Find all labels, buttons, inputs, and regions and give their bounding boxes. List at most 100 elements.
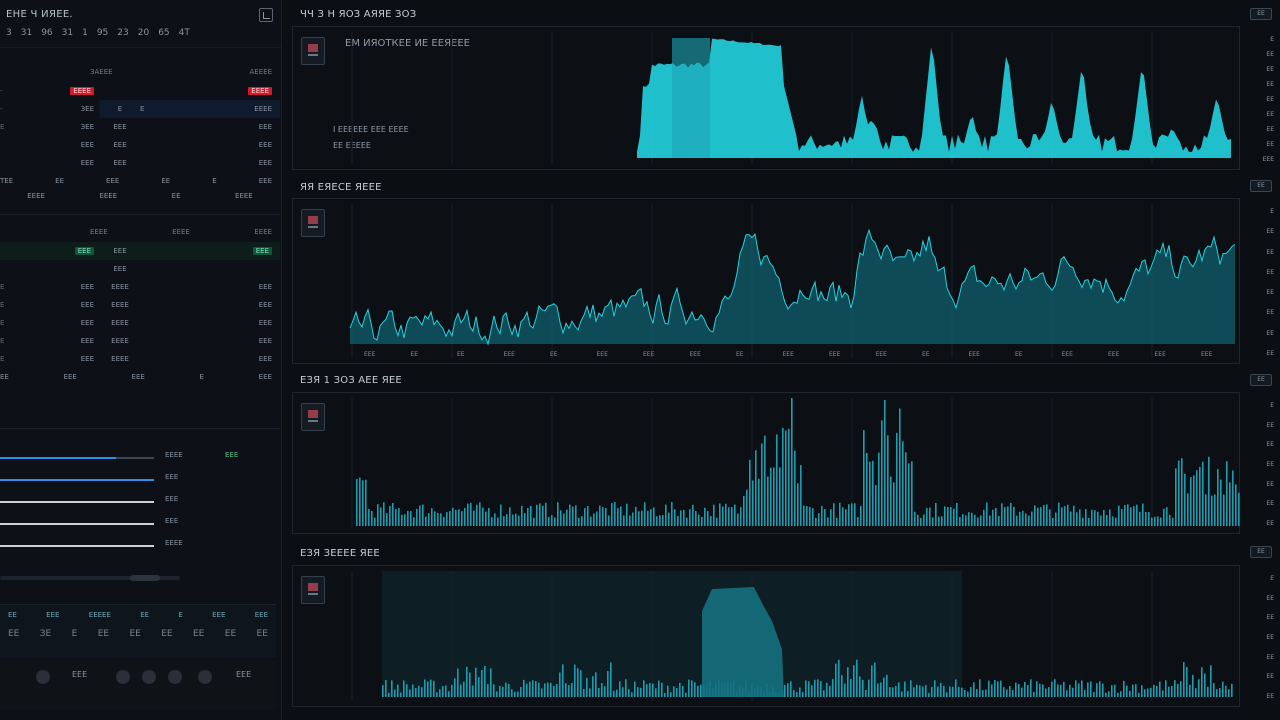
slider-track[interactable] [0,523,154,525]
tile-value[interactable]: ЕЕ [224,629,237,639]
control-knob[interactable] [168,670,182,684]
activity-bar [365,479,367,526]
row-cell: ЕЕЕЕ [111,301,129,309]
slider-track[interactable] [0,545,154,547]
slider[interactable]: ЕЕЕЕ [0,536,280,556]
activity-bar [359,477,361,526]
tile-value[interactable]: ЕЕ [97,629,110,639]
activity-bar [860,505,862,526]
activity-bar [1010,502,1012,526]
activity-bar [710,515,712,526]
activity-bar [1097,511,1099,526]
depth-bar [1051,681,1053,697]
panel-3-menu-button[interactable]: ЕЕ [1250,374,1272,386]
table-row[interactable]: - ЕЕЕЕ ЕЕЕЕ [0,82,280,100]
panel-4-icon[interactable] [301,576,325,604]
depth-bar [913,687,915,697]
activity-bar [926,508,928,526]
slider-track[interactable] [0,501,154,503]
control-knob[interactable] [198,670,212,684]
tile-value[interactable]: ЕЕ [8,629,20,639]
table-row[interactable]: Е ЕЕЕ ЕЕЕЕ ЕЕЕ [0,350,280,368]
row-cell: ЕЕЕ [258,301,272,309]
slider-track[interactable] [0,457,154,459]
expand-icon[interactable] [259,8,273,22]
tile-value[interactable]: ЕЕ [129,629,141,639]
control-knob[interactable] [116,670,130,684]
tile-value[interactable]: ЕЕ [193,629,205,639]
slider-track[interactable] [0,479,154,481]
activity-bar [629,515,631,526]
activity-bar [890,476,892,526]
scroll-thumb[interactable] [130,575,160,581]
column-header[interactable]: АЕЕЕЕ [249,68,272,76]
axis-tick-label: Е [1270,402,1274,409]
table-row[interactable]: Е ЕЕЕ ЕЕЕЕ ЕЕЕ [0,314,280,332]
ticker-value: 31 [20,28,33,38]
activity-bar [740,507,742,526]
activity-bar [1145,512,1147,526]
depth-bar [835,663,837,697]
activity-bar [866,453,868,526]
table-row[interactable]: Е ЗЕЕ ЕЕЕ ЕЕЕ [0,118,280,136]
panel-4-menu-button[interactable]: ЕЕ [1250,546,1272,558]
table-row[interactable]: Е ЕЕЕ ЕЕЕЕ ЕЕЕ [0,296,280,314]
panel-1-axis: Е ЕЕ ЕЕ ЕЕ ЕЕ ЕЕ ЕЕ ЕЕ ЕЕЕ [1244,26,1280,170]
panel-1-icon[interactable] [301,37,325,65]
panel-2-icon[interactable] [301,209,325,237]
axis-tick-label: ЕЕ [1266,441,1274,449]
column-header[interactable]: ЕЕЕЕ [90,228,108,236]
tile-value[interactable]: ЕЕ [161,629,173,639]
activity-bar [1025,513,1027,526]
axis-tick-label: ЕЕ [1266,421,1274,429]
tile-value[interactable]: ЗЕ [39,629,52,639]
slider[interactable]: ЕЕЕЕ ЕЕЕ [0,448,280,468]
slider[interactable]: ЕЕЕ [0,470,280,490]
tile-value[interactable]: ЕЕ [256,629,268,639]
activity-bar [530,505,532,526]
depth-bar [928,692,930,697]
row-cell: ЕЕЕ [80,319,94,327]
row-cell: ЗЕЕ [80,105,94,113]
depth-bar [1003,687,1005,697]
depth-bar [1222,681,1224,697]
table-row[interactable]: Е ЕЕЕ ЕЕЕЕ ЕЕЕ [0,332,280,350]
table-row[interactable]: - ЗЕЕ Е Е ЕЕЕЕ [0,100,280,118]
depth-bar [1138,692,1140,697]
activity-bar [482,507,484,526]
table-row[interactable]: ЕЕЕ [0,260,280,278]
depth-bar [1000,680,1002,697]
table-row[interactable]: ЕЕЕ ЕЕЕ ЕЕЕ [0,154,280,172]
slider[interactable]: ЕЕЕ [0,492,280,512]
mini-scrollbar[interactable] [0,572,190,584]
depth-bar [445,685,447,697]
depth-bar [607,671,609,697]
column-header[interactable]: ЕЕЕЕ [254,228,272,236]
activity-bar [722,506,724,526]
depth-bar [481,669,483,697]
table-row[interactable]: ЕЕЕ ЕЕЕ ЕЕЕ [0,242,280,260]
row-cell: Е [140,105,145,113]
panel-3-icon[interactable] [301,403,325,431]
panel-2-menu-button[interactable]: ЕЕ [1250,180,1272,192]
depth-bar [490,668,492,697]
column-header[interactable]: ЕЕЕЕ [172,228,190,236]
table-row[interactable]: ЕЕЕ ЕЕЕ ЕЕЕ [0,136,280,154]
tile-value[interactable]: Е [71,629,78,639]
activity-bar [1169,514,1171,526]
activity-bar [731,507,733,526]
panel-1-menu-button[interactable]: ЕЕ [1250,8,1272,20]
depth-bar [1174,680,1176,697]
depth-bar [796,692,798,697]
activity-bar [533,517,535,526]
control-knob[interactable] [36,670,50,684]
table-row[interactable]: Е ЕЕЕ ЕЕЕЕ ЕЕЕ [0,278,280,296]
depth-bar [820,681,822,697]
slider[interactable]: ЕЕЕ [0,514,280,534]
column-header[interactable]: ЗАЕЕЕ [90,68,113,76]
activity-bar [1070,511,1072,526]
control-knob[interactable] [142,670,156,684]
range-band [382,571,962,697]
depth-bar [868,679,870,697]
panel-2-axis: Е ЕЕ ЕЕ ЕЕ ЕЕ ЕЕ ЕЕ ЕЕ [1244,198,1280,364]
